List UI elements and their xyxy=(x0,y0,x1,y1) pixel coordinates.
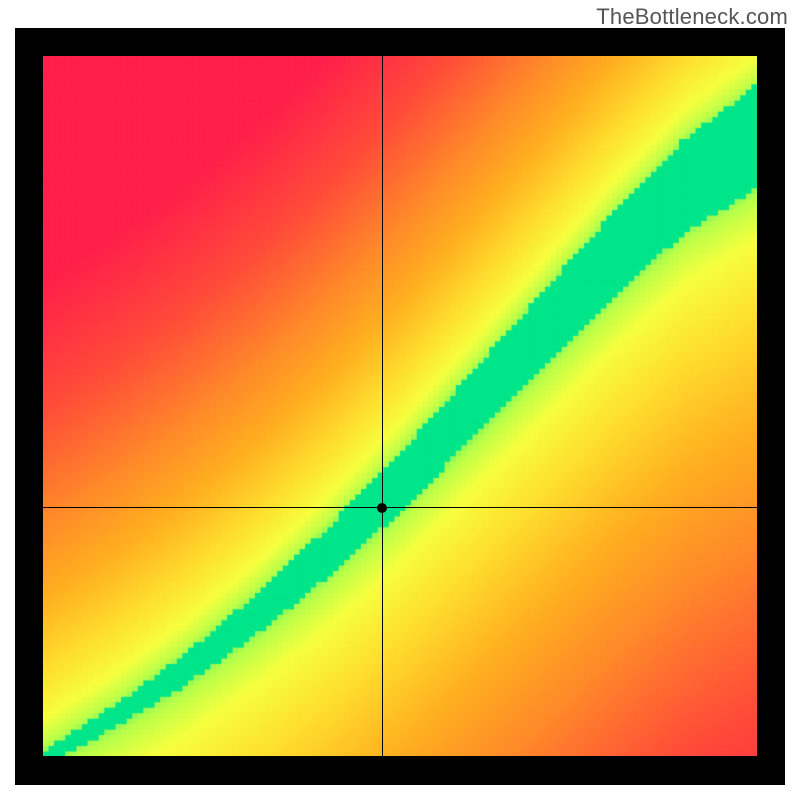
plot-frame xyxy=(15,28,785,785)
crosshair-marker xyxy=(377,503,387,513)
bottleneck-heatmap xyxy=(43,56,757,756)
crosshair-horizontal xyxy=(43,507,757,508)
watermark-text: TheBottleneck.com xyxy=(596,4,788,30)
crosshair-vertical xyxy=(382,56,383,756)
